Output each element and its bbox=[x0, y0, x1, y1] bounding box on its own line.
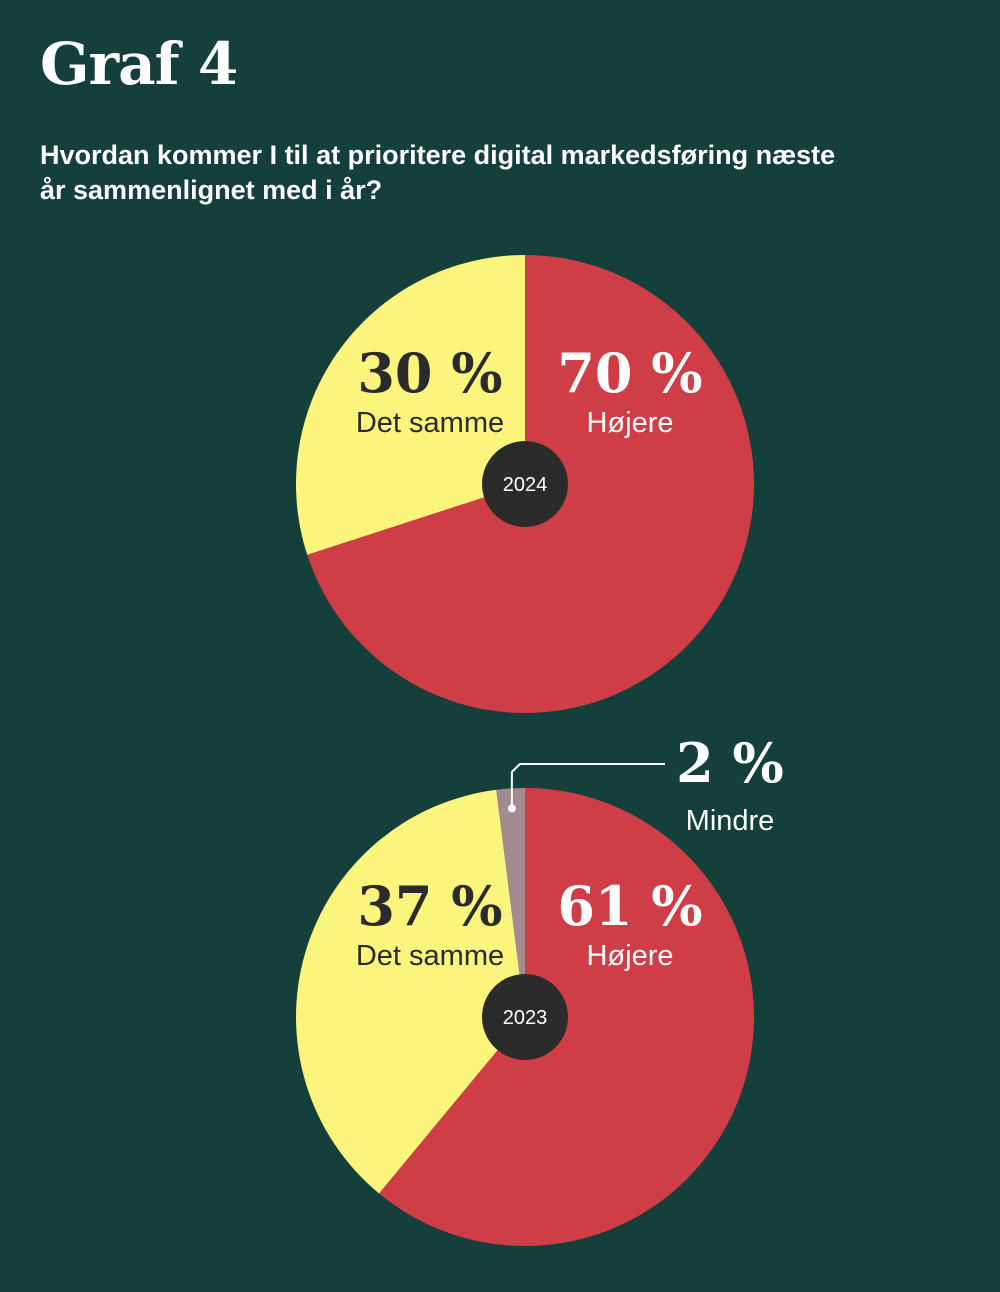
category-label-hojere: Højere bbox=[586, 940, 673, 972]
year-label: 2024 bbox=[503, 474, 548, 496]
callout-line bbox=[510, 763, 665, 809]
year-label: 2023 bbox=[503, 1007, 548, 1029]
pie-chart-2023: 2023 61 %Højere 37 %Det samme 2 % Mindre bbox=[296, 731, 784, 1246]
category-label-hojere: Højere bbox=[586, 407, 673, 439]
pie-chart-2024: 2024 70 %Højere 30 %Det samme bbox=[295, 255, 754, 713]
value-label-mindre: 2 % bbox=[676, 731, 784, 795]
category-label-det-samme: Det samme bbox=[356, 940, 504, 972]
pie-slice-det-samme bbox=[296, 789, 525, 1194]
year-badge bbox=[482, 441, 568, 527]
value-label-hojere: 70 % bbox=[557, 341, 702, 405]
year-badge bbox=[482, 974, 568, 1060]
pie-slice-mindre bbox=[496, 788, 525, 1017]
category-label-mindre: Mindre bbox=[686, 805, 775, 837]
value-label-hojere: 61 % bbox=[557, 874, 702, 938]
pie-slice-det-samme bbox=[295, 255, 525, 555]
chart-title: Graf 4 bbox=[40, 30, 238, 98]
category-label-det-samme: Det samme bbox=[356, 407, 504, 439]
value-label-det-samme: 30 % bbox=[357, 341, 502, 405]
chart-subtitle: Hvordan kommer I til at prioritere digit… bbox=[40, 140, 836, 205]
value-label-det-samme: 37 % bbox=[357, 874, 502, 938]
callout-dot bbox=[507, 804, 516, 813]
